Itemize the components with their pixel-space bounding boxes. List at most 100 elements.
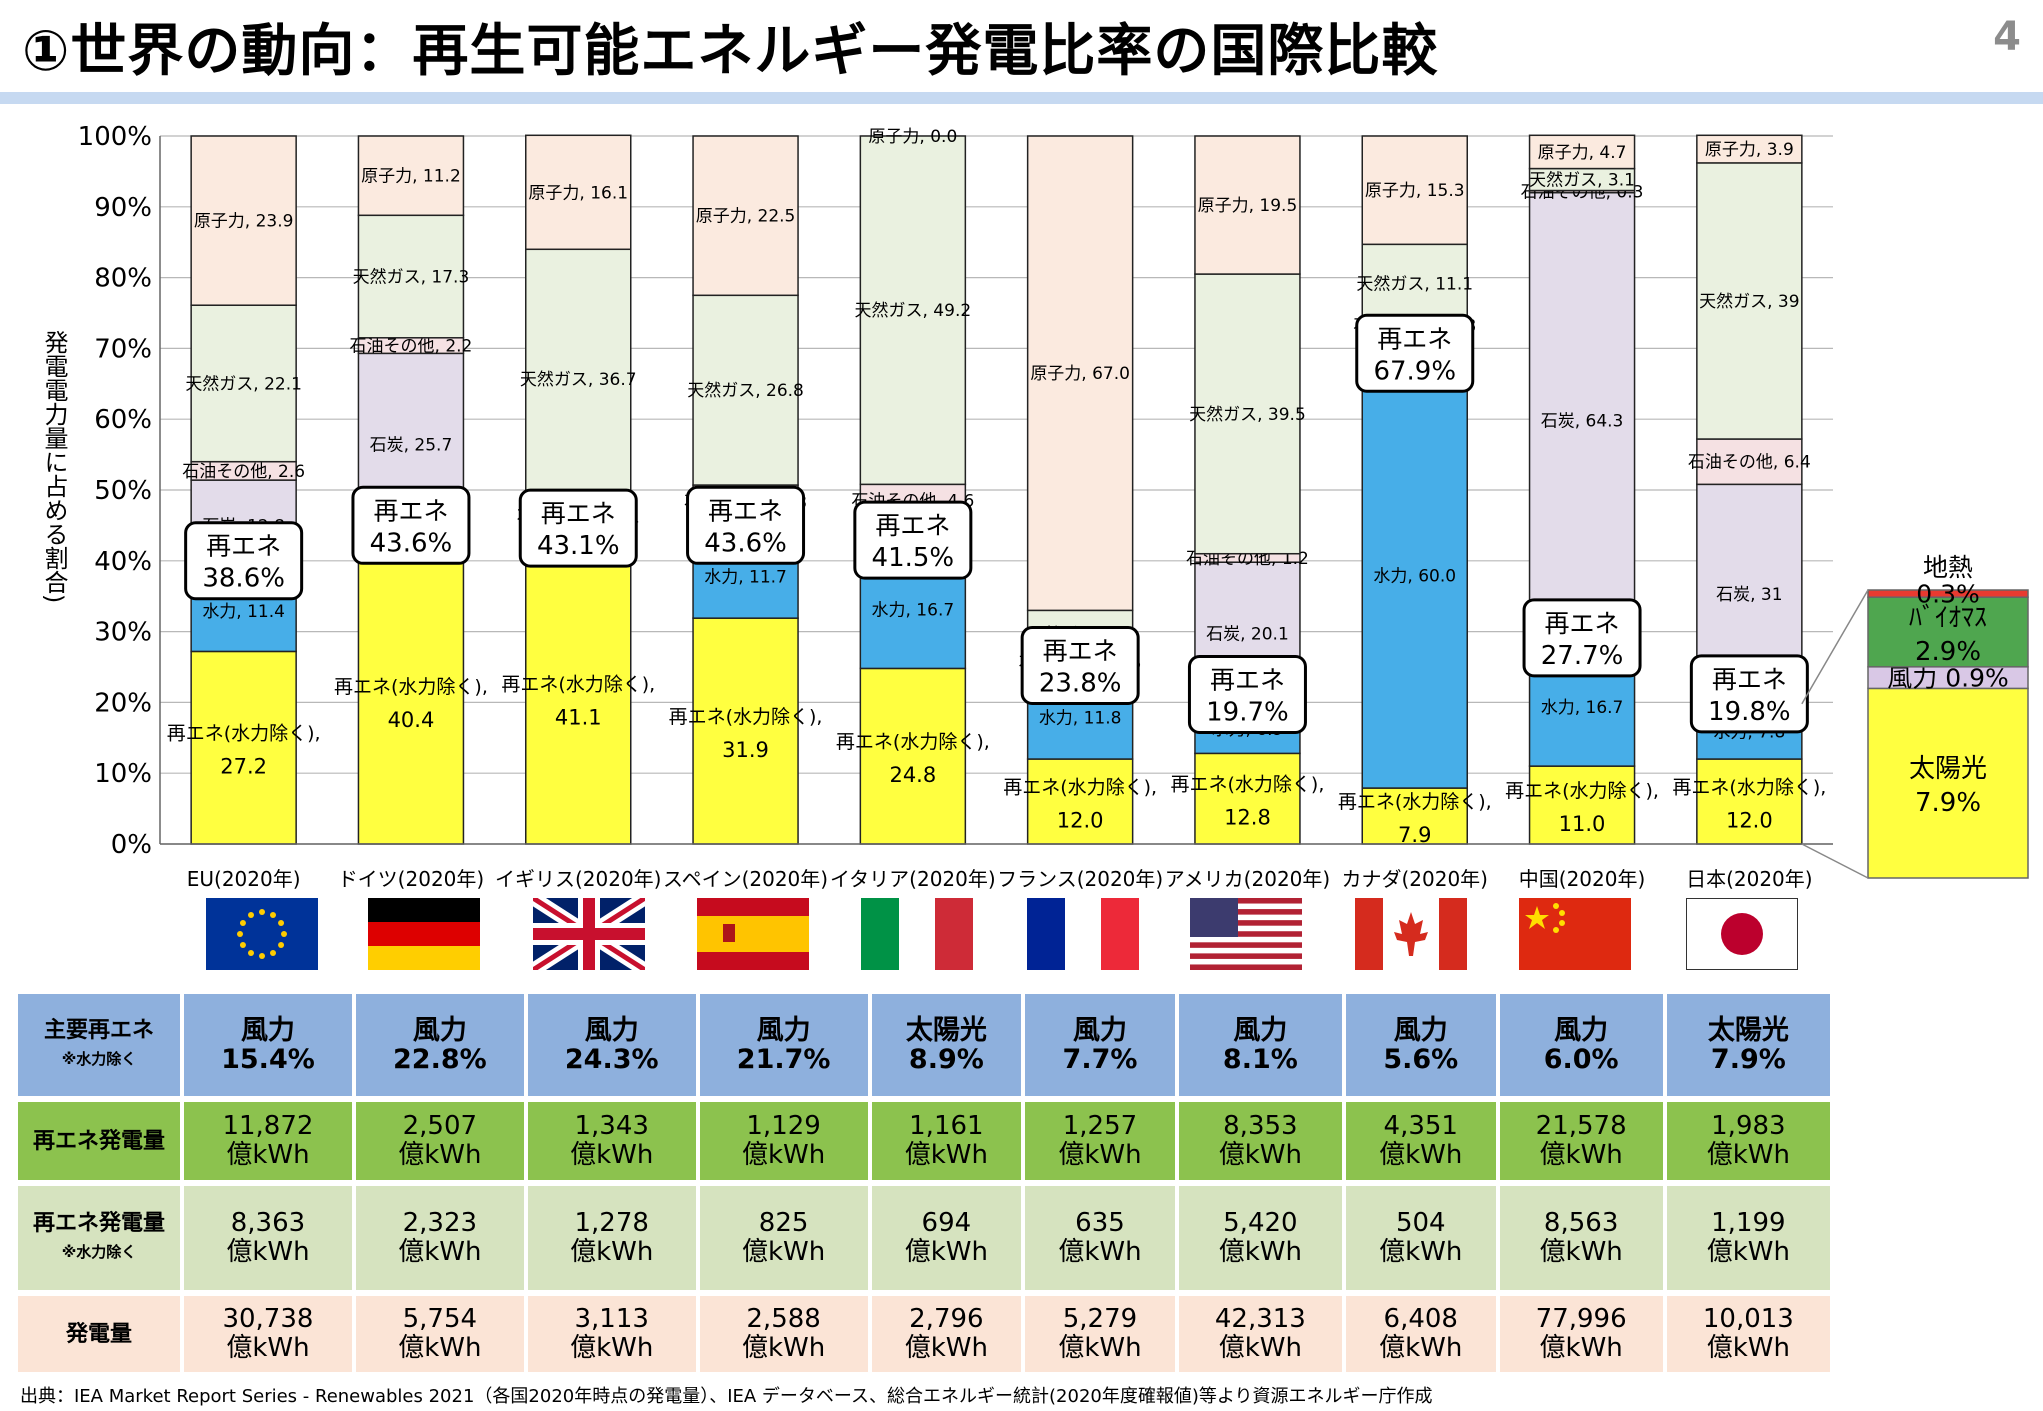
- bar-segment: [692, 294, 799, 486]
- x-tick-label: ドイツ(2020年): [338, 867, 485, 891]
- zoom-connector: [1801, 843, 1869, 879]
- y-tick-label: 10%: [94, 759, 152, 789]
- renewable-total-value: 43.1%: [537, 531, 620, 561]
- data-label: 原子力, 11.2: [361, 167, 461, 187]
- data-label: 水力, 60.0: [1373, 567, 1456, 587]
- table-cell: 太陽光 7.9%: [1666, 994, 1830, 1096]
- renewable-total-box: [1355, 313, 1475, 393]
- row-header-label: 発電量: [65, 1321, 132, 1347]
- data-label: 石炭, 25.7: [370, 435, 453, 455]
- data-label: 天然ガス, 17.3: [353, 268, 470, 288]
- x-tick-label: イギリス(2020年): [495, 867, 662, 891]
- table-cell: 風力 21.7%: [699, 994, 868, 1096]
- data-label: 石油その他, 2.6: [182, 462, 305, 482]
- data-label: 再エネ(水力除く),: [1171, 774, 1325, 796]
- table-cell: 4,351 億kWh: [1345, 1102, 1496, 1180]
- renewable-total-label: 再エネ: [708, 496, 783, 525]
- bar-segment: [1696, 162, 1803, 440]
- table-cell: 8,353 億kWh: [1178, 1102, 1342, 1180]
- row-header: 発電量: [18, 1296, 180, 1372]
- table-cell: 5,420 億kWh: [1178, 1186, 1342, 1290]
- data-label: 水力, 11.4: [202, 602, 285, 622]
- y-tick-label: 50%: [94, 476, 152, 506]
- data-label: 再エネ(水力除く),: [669, 706, 823, 728]
- x-tick-label: カナダ(2020年): [1341, 867, 1488, 891]
- table-cell: 504 億kWh: [1345, 1186, 1496, 1290]
- y-tick-label: 0%: [111, 830, 152, 860]
- renewable-total-value: 27.7%: [1541, 641, 1624, 671]
- page-number: 4: [1993, 14, 2021, 60]
- data-label: 31.9: [722, 738, 769, 762]
- bar-segment: [1696, 438, 1803, 486]
- flag-china-icon: [1519, 898, 1631, 970]
- breakdown-label: 地熱: [1923, 553, 1973, 582]
- flag-uk-icon: [533, 898, 645, 970]
- table-cell: 2,507 億kWh: [355, 1102, 524, 1180]
- data-label: 12.0: [1726, 809, 1773, 833]
- table-cell: 5,754 億kWh: [355, 1296, 524, 1372]
- bar-segment: [1026, 758, 1134, 845]
- x-tick-label: イタリア(2020年): [830, 867, 996, 891]
- renewable-total-value: 38.6%: [202, 564, 285, 594]
- row-header: 再エネ発電量 ※水力除く: [18, 1186, 180, 1290]
- breakdown-label: 風力 0.9%: [1887, 664, 2008, 693]
- y-tick-label: 20%: [94, 688, 152, 718]
- renewable-total-value: 19.8%: [1708, 697, 1791, 727]
- bar-segment: [190, 135, 297, 306]
- table-cell: 11,872 億kWh: [184, 1102, 352, 1180]
- y-tick-label: 100%: [78, 122, 152, 152]
- stacked-bar-chart: 0% 10% 20% 30% 40% 50% 60% 70% 80% 90% 100% 27.2 再エネ…: [78, 122, 2029, 891]
- data-label: 原子力, 16.1: [528, 183, 628, 203]
- y-tick-label: 30%: [94, 618, 152, 648]
- row-header-note: ※水力除く: [61, 1050, 137, 1068]
- table-cell: 6,408 億kWh: [1345, 1296, 1496, 1372]
- bar-segment: [1361, 135, 1468, 246]
- table-cell: 2,588 億kWh: [699, 1296, 868, 1372]
- data-label: 石油その他, 6.4: [1688, 453, 1811, 473]
- renewable-total-box: [853, 500, 973, 580]
- flag-germany-icon: [368, 898, 480, 970]
- renewable-total-box: [518, 488, 638, 568]
- data-label: 石油その他, 2.2: [350, 337, 473, 357]
- data-label: 12.0: [1057, 809, 1104, 833]
- table-cell: 風力 22.8%: [355, 994, 524, 1096]
- breakdown-label: ﾊﾞｲｵﾏｽ: [1909, 603, 1987, 633]
- breakdown-segment: [1867, 589, 2029, 598]
- y-tick-label: 60%: [94, 405, 152, 435]
- data-label: 原子力, 22.5: [696, 207, 796, 227]
- flag-canada-icon: [1355, 898, 1467, 970]
- y-tick-label: 70%: [94, 334, 152, 364]
- source-note: 出典：IEA Market Report Series - Renewables…: [20, 1386, 1433, 1407]
- table-cell: 1,983 億kWh: [1666, 1102, 1830, 1180]
- data-label: 水力, 11.8: [1039, 708, 1122, 728]
- bar-segment: [1696, 134, 1803, 164]
- table-cell: 635 億kWh: [1025, 1186, 1175, 1290]
- row-header-note: ※水力除く: [61, 1243, 137, 1261]
- summary-table: 主要再エネ ※水力除く 風力 15.4% 風力 22.8% 風力 24.3% 風力 21.7% 太陽…: [14, 988, 1834, 1378]
- table-cell: 10,013 億kWh: [1666, 1296, 1830, 1372]
- data-label: 石炭, 64.3: [1541, 411, 1624, 431]
- table-row: 主要再エネ ※水力除く 風力 15.4% 風力 22.8% 風力 24.3% 風力 21.7% 太陽…: [18, 994, 1830, 1096]
- table-cell: 1,257 億kWh: [1025, 1102, 1175, 1180]
- data-label: 11.0: [1559, 812, 1606, 836]
- table-cell: 2,796 億kWh: [871, 1296, 1022, 1372]
- bar-segment: [1361, 243, 1468, 324]
- table-cell: 風力 5.6%: [1345, 994, 1496, 1096]
- bar-segment: [1194, 135, 1301, 275]
- renewable-total-box: [1187, 655, 1307, 735]
- data-label: 天然ガス, 26.8: [687, 381, 804, 401]
- data-label: 原子力, 15.3: [1365, 181, 1465, 201]
- table-cell: 30,738 億kWh: [184, 1296, 352, 1372]
- data-label: 40.4: [388, 708, 435, 732]
- table-cell: 風力 6.0%: [1499, 994, 1663, 1096]
- table-cell: 8,363 億kWh: [184, 1186, 352, 1290]
- data-label: 原子力, 67.0: [1030, 364, 1130, 384]
- table-cell: 風力 8.1%: [1178, 994, 1342, 1096]
- renewable-total-box: [351, 485, 471, 565]
- renewable-total-label: 再エネ: [1210, 666, 1285, 695]
- bar-segment: [525, 248, 632, 510]
- data-label: 7.9: [1398, 823, 1431, 847]
- data-label: 石炭, 20.1: [1206, 624, 1289, 644]
- renewable-total-label: 再エネ: [1545, 609, 1620, 638]
- data-label: 天然ガス, 49.2: [855, 301, 972, 321]
